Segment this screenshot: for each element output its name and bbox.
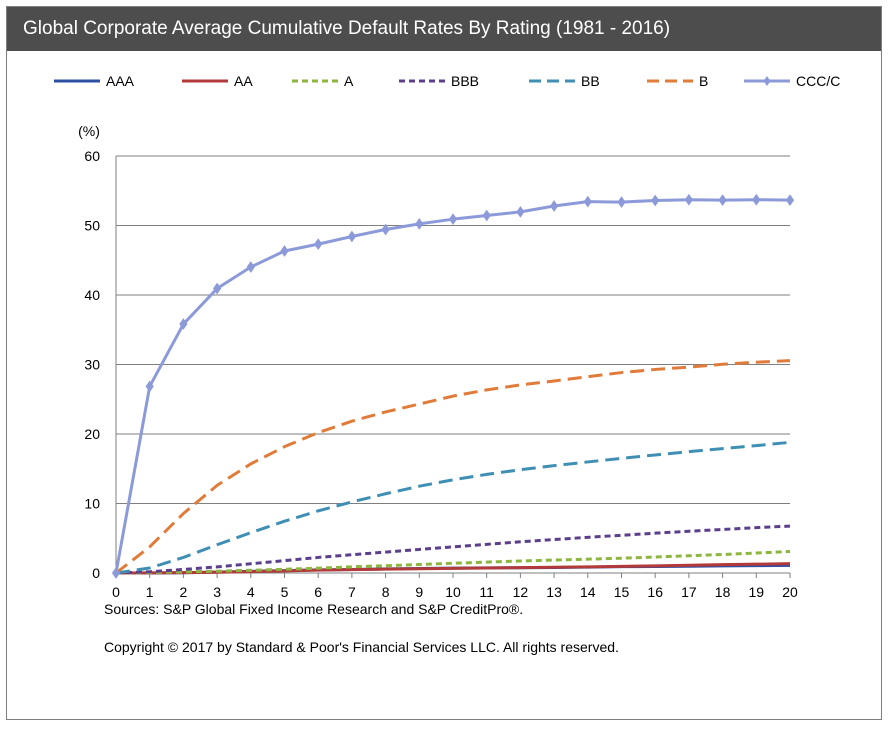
x-tick-label: 13 [546, 584, 562, 600]
y-tick-label: 30 [84, 357, 100, 373]
data-point-marker [752, 193, 761, 206]
data-point-marker [482, 209, 491, 222]
data-point-marker [684, 193, 694, 206]
y-tick-label: 10 [84, 496, 100, 512]
series-line-b [115, 359, 791, 575]
y-tick-label: 60 [84, 148, 100, 164]
x-tick-label: 9 [415, 584, 423, 600]
data-point-marker [651, 194, 660, 207]
data-point-marker [111, 567, 121, 579]
x-tick-label: 1 [146, 584, 154, 600]
x-tick-label: 19 [749, 584, 765, 600]
x-tick-label: 2 [180, 584, 188, 600]
x-tick-label: 0 [112, 584, 120, 600]
x-tick-label: 8 [382, 584, 390, 600]
legend-marker [763, 76, 771, 86]
legend-label: B [699, 73, 708, 89]
series-line-bb [115, 440, 791, 575]
y-tick-label: 50 [84, 218, 100, 234]
x-tick-label: 6 [314, 584, 322, 600]
data-point-marker [415, 218, 424, 230]
data-point-marker [280, 245, 289, 257]
x-tick-label: 3 [213, 584, 221, 600]
y-tick-label: 40 [84, 287, 100, 303]
legend-label: AA [234, 73, 253, 89]
legend-label: A [344, 73, 354, 89]
data-point-marker [246, 261, 255, 273]
data-point-marker [212, 282, 222, 295]
x-tick-label: 7 [348, 584, 356, 600]
data-point-marker [448, 213, 458, 226]
legend-label: BBB [451, 73, 479, 89]
x-tick-label: 5 [281, 584, 289, 600]
series-line-a [115, 549, 791, 575]
data-point-marker [617, 196, 626, 208]
x-tick-label: 17 [681, 584, 697, 600]
legend-label: AAA [106, 73, 135, 89]
x-tick-label: 18 [715, 584, 731, 600]
x-tick-label: 15 [614, 584, 630, 600]
x-tick-label: 16 [647, 584, 663, 600]
y-axis-label: (%) [78, 123, 100, 139]
x-tick-label: 11 [479, 584, 494, 600]
x-tick-label: 4 [247, 584, 255, 600]
data-point-marker [549, 200, 559, 212]
data-point-marker [583, 195, 592, 208]
x-tick-label: 12 [513, 584, 529, 600]
copyright-note: Copyright © 2017 by Standard & Poor's Fi… [104, 639, 619, 655]
x-tick-label: 10 [445, 584, 461, 600]
series-line-bbb [115, 524, 791, 575]
data-point-marker [145, 380, 154, 393]
data-point-marker [516, 206, 525, 218]
series-line-ccc-c [114, 198, 791, 574]
y-tick-label: 20 [84, 426, 100, 442]
x-tick-label: 20 [782, 584, 798, 600]
x-tick-label: 14 [580, 584, 596, 600]
data-point-marker [718, 194, 727, 207]
legend-label: CCC/C [796, 73, 840, 89]
y-tick-label: 0 [92, 565, 100, 581]
chart-title: Global Corporate Average Cumulative Defa… [7, 7, 881, 51]
chart-frame: Global Corporate Average Cumulative Defa… [6, 6, 882, 720]
data-point-marker [314, 238, 323, 250]
data-point-marker [347, 230, 357, 243]
data-point-marker [785, 194, 795, 207]
data-point-marker [381, 223, 390, 236]
data-point-marker [179, 318, 188, 330]
legend-label: BB [581, 73, 600, 89]
sources-note: Sources: S&P Global Fixed Income Researc… [104, 601, 524, 617]
